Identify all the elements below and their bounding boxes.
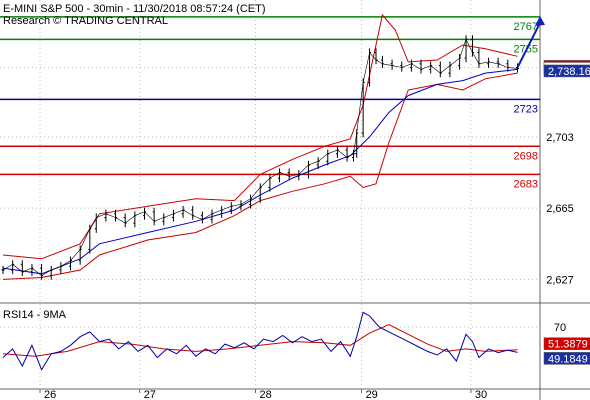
x-tick-label: 28 [259,389,271,400]
projection-arrow-head [535,15,545,26]
y-tick-label: 2,703 [546,132,574,144]
level-label: 2723 [514,103,538,115]
chart-source: Research © TRADING CENTRAL [3,15,168,27]
level-label: 2698 [514,150,538,162]
chart-title: E-MINI S&P 500 - 30min - 11/30/2018 08:5… [3,3,266,15]
level-label: 2683 [514,178,538,190]
price-tag-label: 2,738.16 [548,66,590,78]
rsi-value-tag [543,337,590,350]
rsi-ma-line [2,323,518,357]
x-tick-label: 26 [44,389,56,400]
price-line [2,38,518,276]
level-label: 2767 [514,21,538,33]
projection-arrow-shaft [516,22,541,68]
y-tick-label: 2,665 [546,203,574,215]
rsi-y-tick-label: 70 [554,322,566,334]
rsi-value-label: 51.3879 [548,339,588,351]
rsi-value-label: 49.1849 [548,353,588,365]
x-tick-label: 27 [144,389,156,400]
x-tick-label: 29 [366,389,378,400]
rsi-line [2,311,518,371]
rsi-panel-label: RSI14 - 9MA [3,309,67,321]
rsi-value-tag [543,352,590,365]
bollinger-upper-line [2,13,518,260]
y-tick-label: 2,627 [546,274,574,286]
price-tag [543,64,590,78]
x-tick-label: 30 [475,389,487,400]
